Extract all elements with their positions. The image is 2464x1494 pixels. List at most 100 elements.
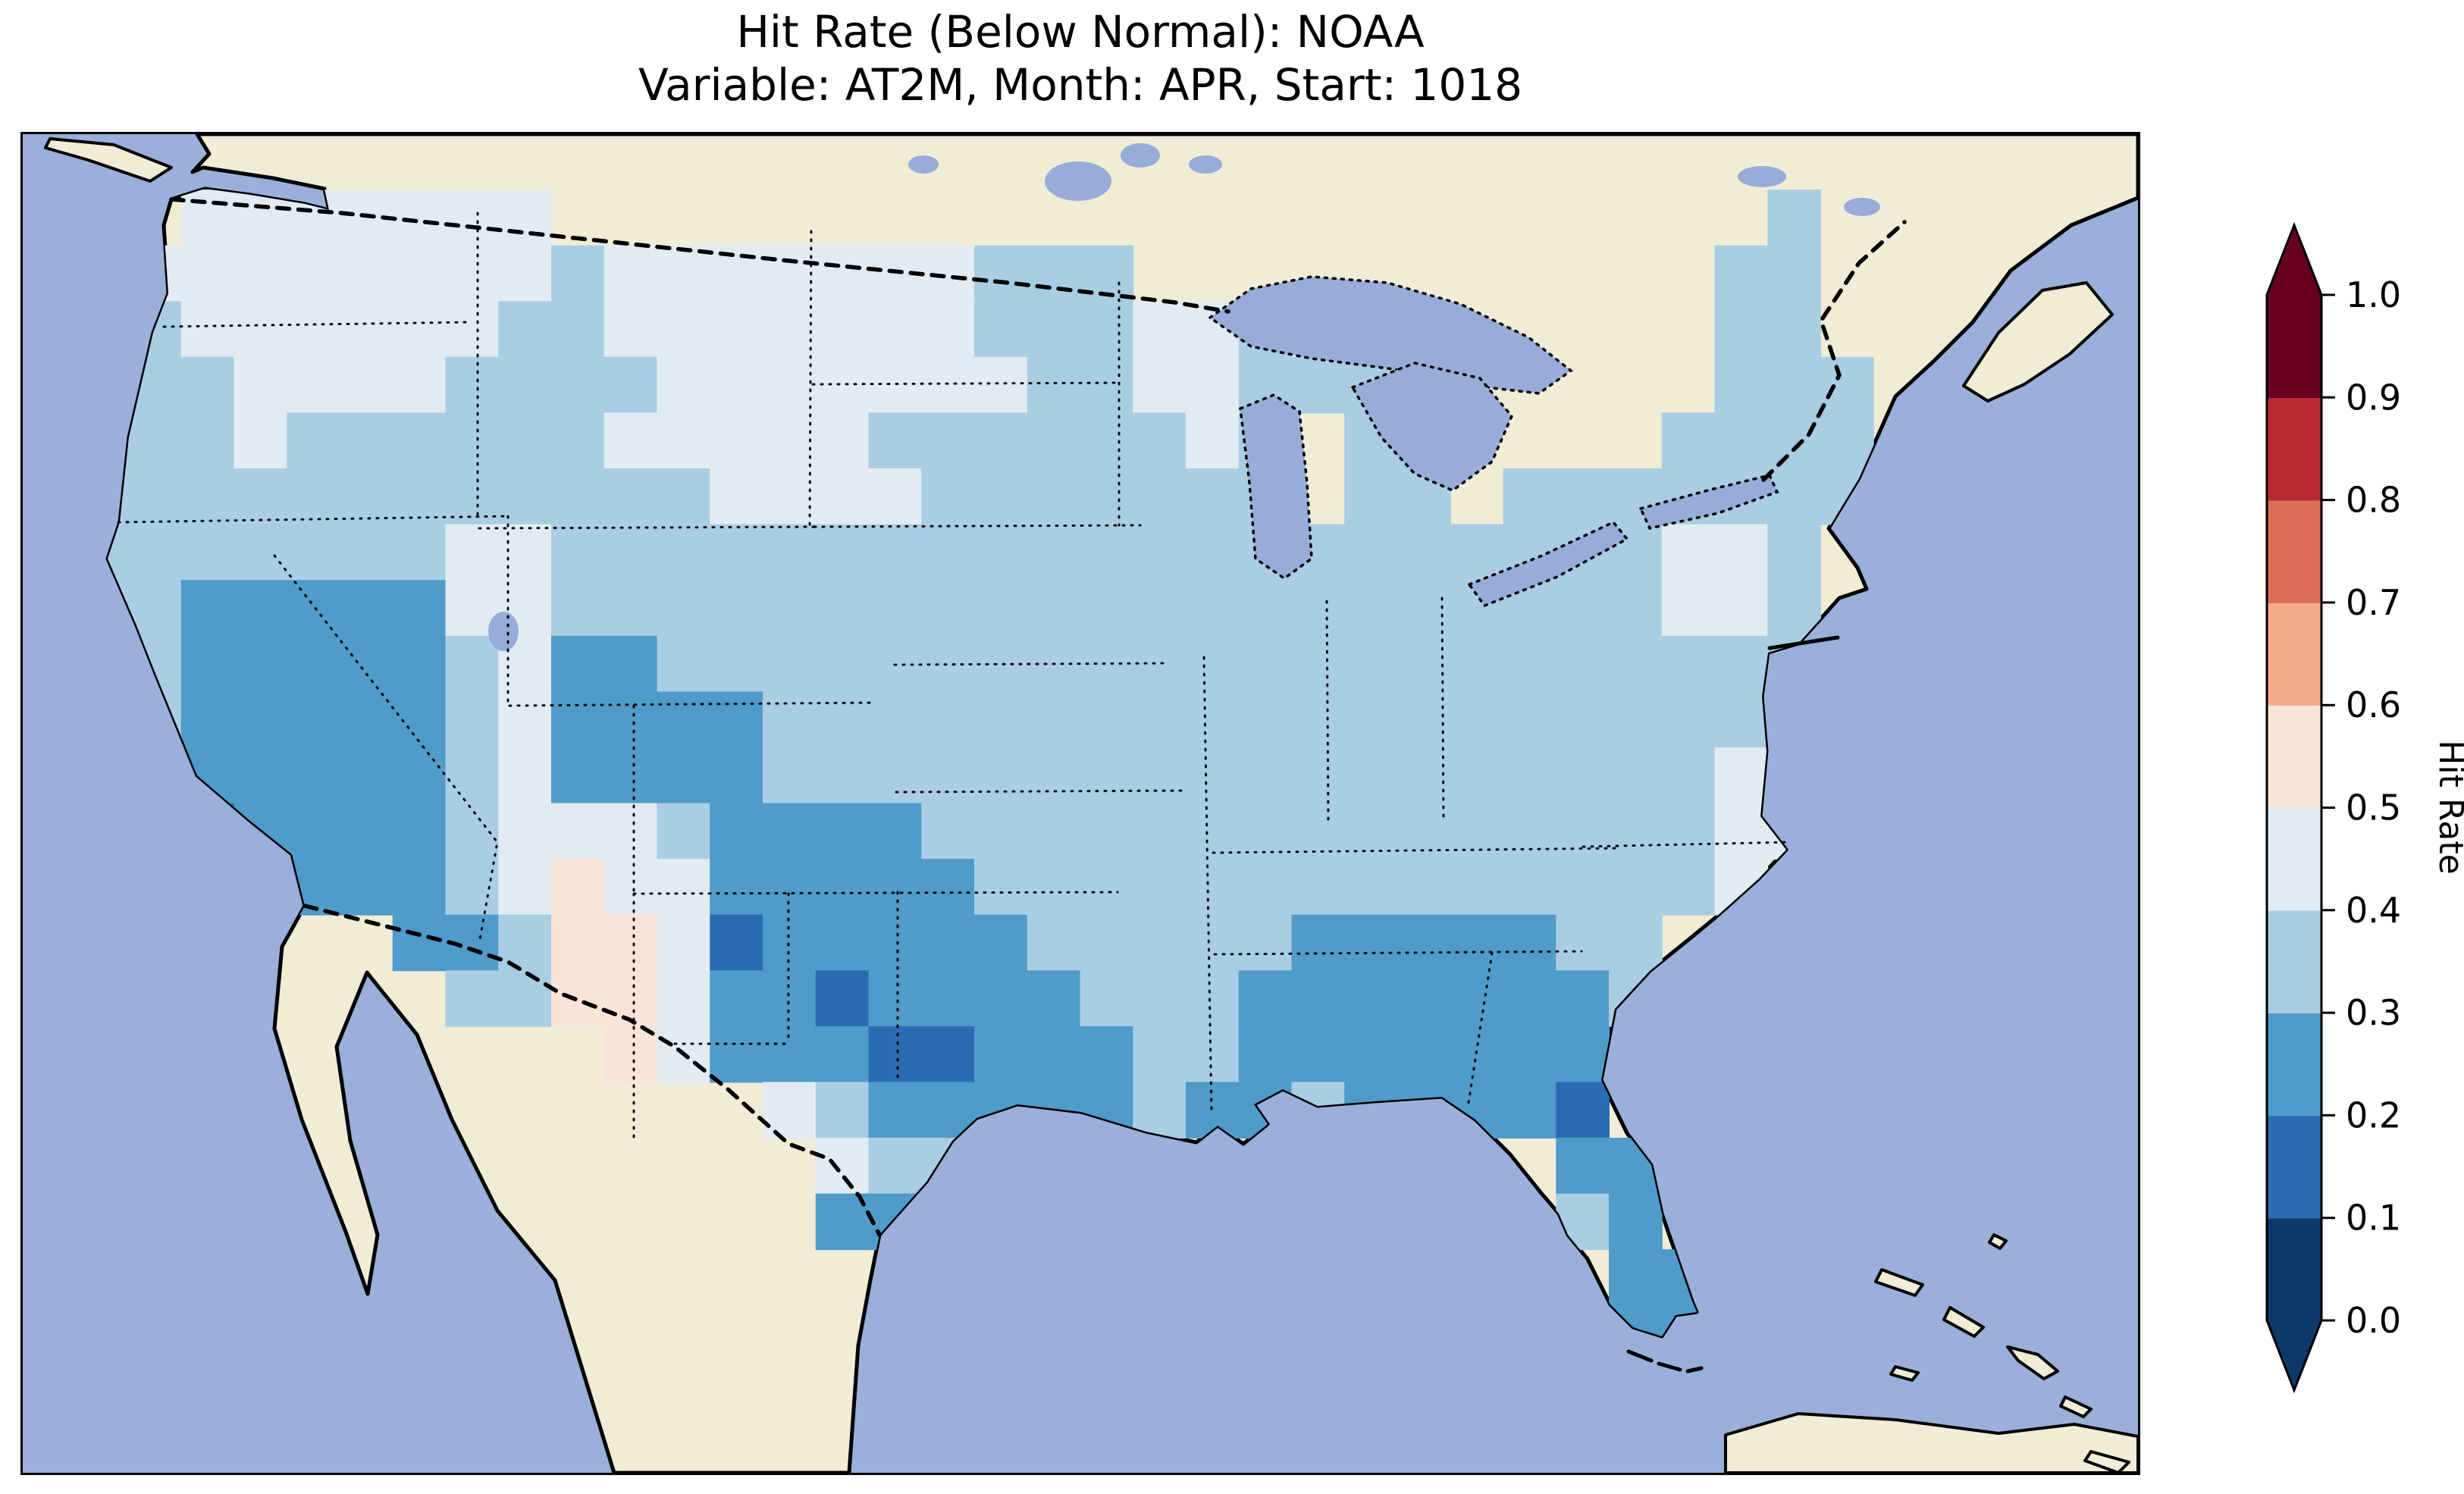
hit-rate-cell	[234, 580, 288, 637]
hit-rate-cell	[1133, 803, 1187, 860]
country-borders	[169, 197, 1907, 1237]
hit-rate-cell	[392, 356, 447, 414]
hit-rate-cell	[445, 970, 500, 1027]
colorbar-label: Hit Rate	[2431, 740, 2464, 874]
hit-rate-cell	[815, 970, 870, 1027]
hit-rate-cell	[815, 803, 870, 860]
hit-rate-cell	[1556, 970, 1610, 1027]
hit-rate-cell	[287, 524, 340, 581]
hit-rate-cell	[128, 524, 182, 581]
hit-rate-cell	[1133, 524, 1187, 581]
hit-rate-cell	[815, 1138, 870, 1195]
hit-rate-cell	[603, 412, 658, 469]
hit-rate-cell	[392, 914, 447, 972]
colorbar: 1.0 0.9 0.8 0.7 0.6 0.5 0.4 0.3 0.2 0.1 0.0 Hit Ra…	[2237, 212, 2464, 1455]
hit-rate-cell	[710, 468, 763, 525]
hit-rate-cell	[921, 691, 975, 748]
us-canada-border	[169, 197, 1230, 314]
hit-rate-cell	[392, 803, 447, 860]
hit-rate-cell	[1503, 970, 1557, 1027]
hit-rate-cell	[498, 245, 552, 302]
hit-rate-cell	[710, 245, 763, 302]
hit-rate-cell	[551, 412, 605, 469]
hit-rate-cell	[1344, 747, 1398, 804]
hit-rate-cell	[445, 468, 500, 525]
us-mexico-border	[303, 904, 882, 1237]
hit-rate-cell	[974, 803, 1028, 860]
hit-rate-cell	[287, 635, 340, 693]
hit-rate-cell	[498, 970, 552, 1027]
hit-rate-cell	[921, 524, 975, 581]
hit-rate-cell	[1397, 691, 1451, 748]
hit-rate-cell	[921, 1026, 975, 1083]
hit-rate-cell	[1186, 635, 1240, 693]
hit-rate-cell	[710, 580, 763, 637]
hit-rate-cell	[1661, 524, 1716, 581]
hit-rate-cell	[1186, 468, 1240, 525]
hit-rate-cell	[603, 524, 658, 581]
hit-rate-cell	[1450, 914, 1504, 972]
hit-rate-cell	[763, 859, 817, 916]
hit-rate-cell	[1027, 970, 1081, 1027]
hit-rate-cell	[392, 580, 447, 637]
hit-rate-cell	[1609, 635, 1663, 693]
hit-rate-cell	[657, 970, 711, 1027]
hit-rate-cell	[287, 580, 340, 637]
hit-rate-cell	[1661, 747, 1716, 804]
hit-rate-cell	[1133, 914, 1187, 972]
hit-rate-cell	[921, 803, 975, 860]
hit-rate-cell	[710, 635, 763, 693]
hit-rate-cell	[974, 524, 1028, 581]
hit-rate-cell	[974, 245, 1028, 302]
hit-rate-cell	[551, 245, 605, 302]
colorbar-ticks: 1.0 0.9 0.8 0.7 0.6 0.5 0.4 0.3 0.2 0.1 0.0	[2321, 274, 2401, 1341]
colorbar-tick-label: 0.0	[2346, 1300, 2401, 1341]
colorbar-band	[2267, 295, 2321, 399]
hit-rate-cell	[234, 747, 288, 804]
hit-rate-cell	[868, 859, 923, 916]
hit-rate-cell	[657, 635, 711, 693]
hit-rate-cell	[1767, 524, 1821, 581]
hit-rate-cell	[1767, 301, 1821, 358]
hit-rate-cell	[868, 301, 923, 358]
hit-rate-cell	[128, 412, 182, 469]
colorbar-band	[2267, 602, 2321, 706]
hit-rate-cell	[234, 635, 288, 693]
colorbar-band	[2267, 1115, 2321, 1219]
hit-rate-cell	[1291, 803, 1346, 860]
colorbar-tick-label: 0.9	[2346, 377, 2401, 418]
hit-rate-cell	[1556, 635, 1610, 693]
hit-rate-cell	[1503, 1082, 1557, 1139]
hit-rate-cell	[710, 1026, 763, 1083]
hit-rate-cell	[1450, 970, 1504, 1027]
hit-rate-cell	[551, 635, 605, 693]
hit-rate-cell	[551, 580, 605, 637]
hit-rate-cell	[128, 468, 182, 525]
hit-rate-cell	[1291, 691, 1346, 748]
hit-rate-cell	[921, 580, 975, 637]
hit-rate-cell	[1238, 1026, 1293, 1083]
hit-rate-cell	[1027, 580, 1081, 637]
hit-rate-cell	[287, 245, 340, 302]
hit-rate-cell	[551, 524, 605, 581]
hit-rate-cell	[1133, 747, 1187, 804]
hit-rate-cell	[1027, 1026, 1081, 1083]
hit-rate-cell	[392, 189, 447, 246]
hit-rate-cell	[445, 524, 500, 581]
hit-rate-cell	[551, 803, 605, 860]
hit-rate-cell	[603, 580, 658, 637]
hit-rate-cell	[1556, 803, 1610, 860]
hit-rate-cell	[287, 356, 340, 414]
hit-rate-cell	[392, 635, 447, 693]
lake-michigan	[1239, 393, 1313, 581]
hit-rate-cell	[815, 524, 870, 581]
hit-rate-cell	[1027, 245, 1081, 302]
hit-rate-cell	[1609, 580, 1663, 637]
hit-rate-cell	[1291, 635, 1346, 693]
small-lakes	[488, 143, 1880, 651]
hit-rate-cell	[1291, 1026, 1346, 1083]
hit-rate-cell	[1080, 412, 1134, 469]
title-line-2: Variable: AT2M, Month: APR, Start: 1018	[638, 58, 1523, 111]
hit-rate-cell	[445, 301, 500, 358]
